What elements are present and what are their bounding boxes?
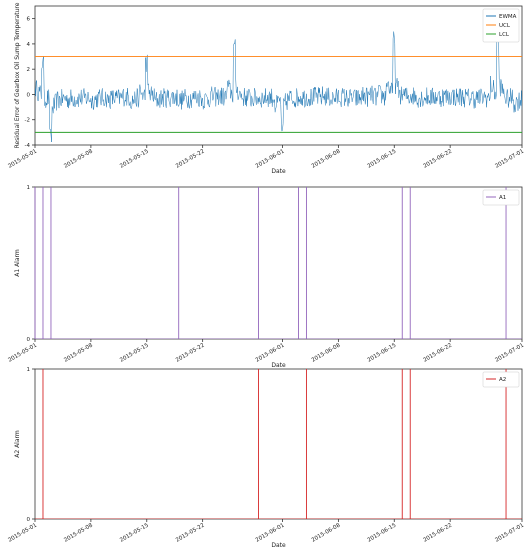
x-tick-label: 2015-06-08 xyxy=(311,148,342,169)
chart-panel-1: -4 -2 0 2 4 6 2015-05-01 2015-05-08 2015-05-15 20… xyxy=(7,2,525,175)
x-tick-label: 2015-06-22 xyxy=(422,343,453,364)
legend: A2 xyxy=(482,371,520,388)
x-tick-label: 2015-05-08 xyxy=(63,148,94,169)
plot-frame xyxy=(34,368,523,520)
x-tick-label: 2015-06-22 xyxy=(422,523,453,544)
y-axis-label: Residual Error of Gearbox Oil Sump Tempe… xyxy=(14,2,21,148)
legend: A1 xyxy=(482,189,520,206)
x-tick-label: 2015-06-08 xyxy=(311,522,342,543)
legend: EWMA UCL LCL xyxy=(482,8,520,43)
y-tick-label: 0 xyxy=(27,517,31,523)
y-tick-label: 2 xyxy=(27,67,31,73)
x-axis-label: Date xyxy=(271,362,286,369)
plot-frame xyxy=(34,186,523,340)
y-tick-label: 4 xyxy=(27,42,31,48)
legend-label: EWMA xyxy=(499,14,517,20)
y-tick-label: 6 xyxy=(27,17,31,23)
x-tick-label: 2015-05-15 xyxy=(119,148,150,169)
x-tick-label: 2015-05-08 xyxy=(63,342,94,363)
x-axis-label: Date xyxy=(271,542,286,549)
x-tick-label: 2015-05-01 xyxy=(7,149,38,170)
x-tick-label: 2015-06-15 xyxy=(367,148,398,169)
x-tick-label: 2015-05-08 xyxy=(63,522,94,543)
y-tick-label: 1 xyxy=(27,185,31,191)
y-axis-label: A1 Alarm xyxy=(14,249,21,277)
legend-label: A2 xyxy=(499,377,506,383)
x-tick-label: 2015-06-15 xyxy=(367,342,398,363)
legend-box xyxy=(482,371,520,388)
y-tick-label: 0 xyxy=(27,92,31,98)
x-tick-label: 2015-06-01 xyxy=(255,523,286,544)
y-tick-label: 1 xyxy=(27,367,31,373)
x-tick-label: 2015-05-22 xyxy=(175,149,206,170)
x-tick-label: 2015-07-01 xyxy=(494,149,525,170)
plot-frame xyxy=(34,5,523,146)
x-tick-label: 2015-05-01 xyxy=(7,343,38,364)
y-tick-label: -4 xyxy=(25,143,31,149)
legend-label: LCL xyxy=(499,32,510,38)
x-tick-label: 2015-06-01 xyxy=(255,343,286,364)
x-tick-label: 2015-07-01 xyxy=(494,343,525,364)
series-line-ewma xyxy=(35,31,522,143)
x-tick-label: 2015-05-22 xyxy=(175,343,206,364)
chart-panel-2: 0 1 2015-05-01 2015-05-08 2015-05-15 2015-05-… xyxy=(7,185,525,369)
legend-label: UCL xyxy=(499,23,511,29)
y-axis-label: A2 Alarm xyxy=(14,430,21,458)
y-tick-label: 0 xyxy=(27,337,31,343)
x-tick-label: 2015-06-01 xyxy=(255,149,286,170)
y-tick-label: -2 xyxy=(25,118,30,124)
x-tick-label: 2015-05-15 xyxy=(119,522,150,543)
chart-panel-3: 0 1 2015-05-01 2015-05-08 2015-05-15 2015-05-… xyxy=(7,367,525,549)
x-tick-label: 2015-06-08 xyxy=(311,342,342,363)
x-tick-label: 2015-05-15 xyxy=(119,342,150,363)
x-tick-label: 2015-05-01 xyxy=(7,523,38,544)
x-tick-label: 2015-07-01 xyxy=(494,523,525,544)
x-tick-label: 2015-06-15 xyxy=(367,522,398,543)
x-axis-label: Date xyxy=(271,168,286,175)
x-tick-label: 2015-05-22 xyxy=(175,523,206,544)
legend-box xyxy=(482,189,520,206)
x-tick-label: 2015-06-22 xyxy=(422,149,453,170)
legend-label: A1 xyxy=(499,195,506,201)
